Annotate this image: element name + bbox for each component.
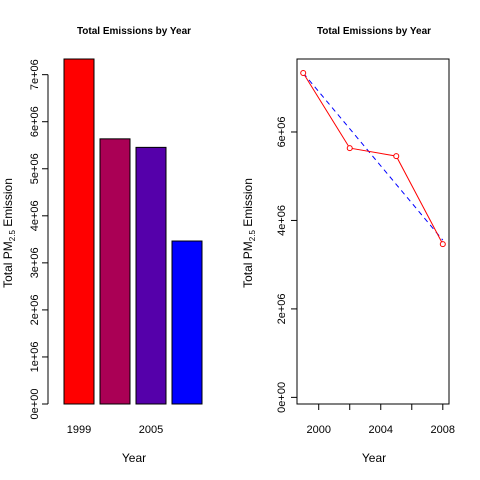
line-chart-plot-box <box>296 58 450 405</box>
bar-2005 <box>135 146 167 405</box>
series-point-2002 <box>346 145 353 152</box>
bar-1999 <box>63 58 95 405</box>
line-x-tick-label-2004: 2004 <box>369 424 393 436</box>
bar-y-tick-label-2: 2e+06 <box>29 294 41 325</box>
line-y-tick-label-0: 0e+00 <box>276 382 288 413</box>
bar-y-tick-label-6: 6e+06 <box>29 106 41 137</box>
line-chart-y-label-tail: Emission <box>241 178 255 230</box>
bar-chart-bars <box>63 58 203 405</box>
bar-y-tick-label-7: 7e+06 <box>29 59 41 90</box>
line-y-tick-label-3: 6e+06 <box>276 117 288 148</box>
bar-chart-y-axis: 0e+00 1e+06 2e+06 3e+06 4e+06 5e+06 6e+06 7e+06 <box>29 59 49 420</box>
bar-chart-y-label-sub: 2.5 <box>8 230 17 242</box>
bar-y-tick-label-0: 0e+00 <box>29 389 41 420</box>
bar-2002 <box>99 138 131 405</box>
bar-y-tick-label-5: 5e+06 <box>29 153 41 184</box>
bar-y-tick-label-3: 3e+06 <box>29 247 41 278</box>
line-x-tick-label-2008: 2008 <box>431 424 455 436</box>
series-point-1999 <box>300 70 307 77</box>
trend-line <box>302 72 444 241</box>
line-chart-y-axis: 0e+00 2e+06 4e+06 6e+06 <box>276 117 297 413</box>
line-chart-title: Total Emissions by Year <box>317 26 431 37</box>
bar-chart-y-label-main: Total PM <box>1 241 15 288</box>
line-x-tick-label-2000: 2000 <box>306 424 330 436</box>
bar-y-tick-label-4: 4e+06 <box>29 200 41 231</box>
bar-y-tick-label-1: 1e+06 <box>29 341 41 372</box>
bar-x-tick-label-1999: 1999 <box>67 424 91 436</box>
bar-chart-y-label-tail: Emission <box>1 178 15 230</box>
line-y-tick-label-2: 4e+06 <box>276 205 288 236</box>
line-y-tick-label-1: 2e+06 <box>276 293 288 324</box>
bar-chart-panel: Total Emissions by Year 0e+00 1e+06 2e+06 3… <box>1 26 203 465</box>
bar-2008 <box>171 240 203 405</box>
line-chart-series <box>300 70 446 248</box>
bar-x-tick-label-2005: 2005 <box>139 424 163 436</box>
line-chart-y-axis-label: Total PM2.5 Emission <box>241 178 257 288</box>
line-chart-panel: Total Emissions by Year 0e+00 2e+06 4e+06 6… <box>241 26 455 465</box>
line-chart-x-axis: 2000 2004 2008 <box>306 404 455 436</box>
bar-chart-x-tick-labels: 1999 2005 <box>67 424 163 436</box>
line-chart-y-label-main: Total PM <box>241 241 255 288</box>
series-line <box>302 72 444 245</box>
line-chart-x-axis-label: Year <box>362 451 386 465</box>
bar-chart-y-axis-label: Total PM2.5 Emission <box>1 178 17 288</box>
series-point-2008 <box>439 241 446 248</box>
bar-chart-title: Total Emissions by Year <box>77 26 191 37</box>
bar-chart-x-axis-label: Year <box>122 451 146 465</box>
series-point-2005 <box>393 153 400 160</box>
line-chart-y-label-sub: 2.5 <box>248 230 257 242</box>
